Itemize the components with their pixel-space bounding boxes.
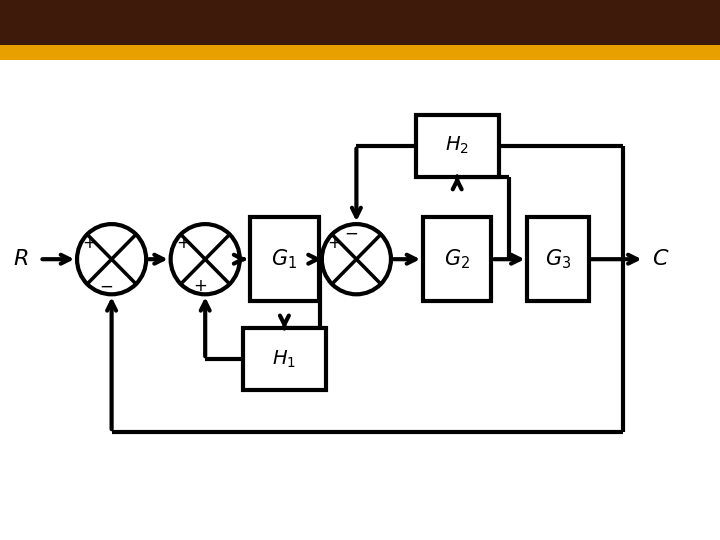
- Text: $R$: $R$: [14, 248, 29, 270]
- Bar: [243, 328, 325, 390]
- Text: +: +: [176, 234, 189, 252]
- Bar: [251, 217, 319, 301]
- Text: +: +: [193, 276, 207, 294]
- Text: $-$: $-$: [99, 276, 114, 294]
- Bar: [416, 115, 498, 177]
- Text: Example-12: Reduce the Block Diagram.: Example-12: Reduce the Block Diagram.: [14, 25, 436, 45]
- Text: $G_1$: $G_1$: [271, 247, 297, 271]
- Text: $-$: $-$: [344, 224, 359, 242]
- Bar: [423, 217, 491, 301]
- Text: $H_1$: $H_1$: [272, 348, 297, 370]
- Bar: [527, 217, 588, 301]
- Text: $C$: $C$: [652, 248, 669, 270]
- Text: +: +: [327, 234, 341, 252]
- Text: $G_3$: $G_3$: [545, 247, 571, 271]
- Text: $H_2$: $H_2$: [445, 135, 469, 157]
- Text: +: +: [82, 234, 96, 252]
- Text: $G_2$: $G_2$: [444, 247, 470, 271]
